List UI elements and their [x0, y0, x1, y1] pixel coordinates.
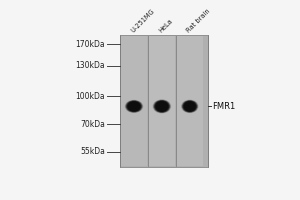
- Ellipse shape: [157, 102, 167, 111]
- Ellipse shape: [185, 102, 194, 111]
- Text: HeLa: HeLa: [158, 17, 174, 33]
- Ellipse shape: [124, 100, 143, 113]
- Ellipse shape: [153, 100, 170, 113]
- Text: 170kDa: 170kDa: [75, 40, 105, 49]
- Text: 55kDa: 55kDa: [80, 147, 105, 156]
- Bar: [149, 36, 175, 166]
- Ellipse shape: [183, 101, 196, 112]
- Ellipse shape: [127, 101, 141, 112]
- Bar: [120, 35, 208, 167]
- Ellipse shape: [182, 100, 197, 112]
- Ellipse shape: [153, 99, 171, 113]
- Ellipse shape: [184, 102, 195, 111]
- Ellipse shape: [129, 102, 139, 111]
- Ellipse shape: [129, 102, 139, 111]
- Ellipse shape: [183, 101, 197, 112]
- Ellipse shape: [128, 101, 141, 111]
- Ellipse shape: [128, 102, 140, 111]
- Bar: [177, 36, 203, 166]
- Text: U-251MG: U-251MG: [130, 7, 156, 33]
- Ellipse shape: [184, 101, 196, 112]
- Ellipse shape: [154, 100, 170, 113]
- Bar: [121, 36, 147, 166]
- Ellipse shape: [181, 100, 199, 113]
- Ellipse shape: [184, 101, 196, 111]
- Ellipse shape: [127, 101, 141, 112]
- Text: FMR1: FMR1: [212, 102, 235, 111]
- Text: Rat brain: Rat brain: [185, 7, 212, 33]
- Ellipse shape: [185, 102, 195, 111]
- Ellipse shape: [155, 101, 169, 112]
- Ellipse shape: [157, 102, 167, 111]
- Ellipse shape: [181, 100, 198, 113]
- Ellipse shape: [125, 100, 143, 113]
- Ellipse shape: [182, 100, 197, 113]
- Ellipse shape: [182, 100, 198, 113]
- Ellipse shape: [128, 102, 140, 111]
- Text: 130kDa: 130kDa: [75, 61, 105, 70]
- Ellipse shape: [152, 99, 171, 114]
- Ellipse shape: [154, 100, 170, 113]
- Ellipse shape: [156, 101, 168, 112]
- Text: 100kDa: 100kDa: [75, 92, 105, 101]
- Ellipse shape: [155, 101, 169, 112]
- Ellipse shape: [154, 100, 169, 112]
- Ellipse shape: [125, 100, 142, 113]
- Text: 70kDa: 70kDa: [80, 120, 105, 129]
- Ellipse shape: [126, 101, 142, 112]
- Ellipse shape: [126, 100, 142, 112]
- Ellipse shape: [156, 101, 168, 111]
